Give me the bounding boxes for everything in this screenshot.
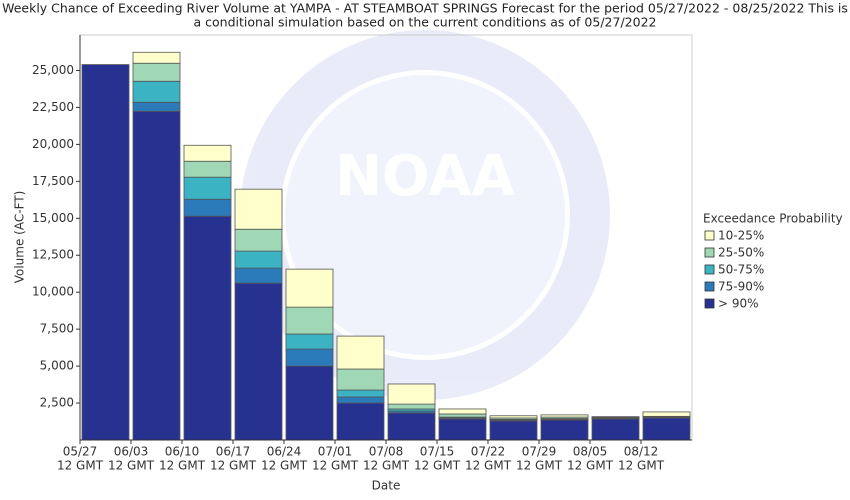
x-tick-label: 12 GMT: [465, 459, 512, 473]
watermark: NOAA: [240, 30, 610, 400]
x-tick-label: 05/27: [63, 445, 98, 459]
bar-segment: [81, 64, 130, 441]
bar-segment: [336, 396, 385, 404]
bar-segment: [336, 389, 385, 398]
y-tick-label: 15,000: [32, 211, 74, 225]
legend-label: 10-25%: [718, 229, 764, 243]
bar-segment: [234, 188, 283, 230]
x-tick-label: 07/08: [369, 445, 404, 459]
bar-segment: [642, 411, 691, 417]
y-tick-label: 2,500: [40, 396, 74, 410]
chart-title: a conditional simulation based on the cu…: [194, 15, 657, 30]
legend-swatch: [704, 264, 715, 275]
x-tick-label: 12 GMT: [363, 459, 410, 473]
bar-segment: [285, 268, 334, 308]
bar-segment: [234, 282, 283, 441]
bar-segment: [234, 250, 283, 269]
legend-swatch: [704, 281, 715, 292]
x-tick-label: 06/17: [216, 445, 251, 459]
x-tick-label: 12 GMT: [57, 459, 104, 473]
bar-segment: [591, 416, 640, 418]
watermark-disc: [285, 75, 565, 355]
bar-segment: [132, 62, 181, 82]
bar-segment: [183, 198, 232, 217]
bar-segment: [285, 365, 334, 441]
bar-segment: [183, 144, 232, 162]
y-tick-label: 12,500: [32, 248, 74, 262]
bar-segment: [336, 368, 385, 391]
y-tick-label: 10,000: [32, 285, 74, 299]
x-tick-label: 12 GMT: [159, 459, 206, 473]
bar-segment: [234, 267, 283, 284]
bar-segment: [387, 403, 436, 410]
bar-segment: [591, 418, 640, 441]
y-tick-label: 20,000: [32, 137, 74, 151]
y-axis-label: Volume (AC-FT): [13, 191, 27, 284]
bar-segment: [285, 306, 334, 335]
y-tick-label: 17,500: [32, 174, 74, 188]
watermark-text: NOAA: [335, 144, 515, 209]
x-tick-label: 07/22: [471, 445, 506, 459]
legend-label: 25-50%: [718, 246, 764, 260]
legend-swatch: [704, 247, 715, 258]
bar-segment: [336, 335, 385, 370]
bar-segment: [540, 414, 589, 418]
x-axis-label: Date: [372, 479, 401, 493]
bar-segment: [234, 228, 283, 252]
bar-segment: [438, 408, 487, 415]
bar-segment: [642, 417, 691, 441]
y-tick-label: 5,000: [40, 359, 74, 373]
bar-segment: [540, 419, 589, 441]
x-tick-label: 12 GMT: [108, 459, 155, 473]
bar-segment: [132, 51, 181, 64]
bar-segment: [132, 110, 181, 441]
x-tick-label: 08/05: [573, 445, 608, 459]
bar-segment: [183, 160, 232, 178]
legend-swatch: [704, 230, 715, 241]
legend-swatch: [704, 298, 715, 309]
y-tick-label: 25,000: [32, 63, 74, 77]
x-tick-label: 12 GMT: [618, 459, 665, 473]
x-tick-label: 08/12: [624, 445, 659, 459]
x-tick-label: 07/15: [420, 445, 455, 459]
legend-title: Exceedance Probability: [703, 212, 843, 226]
legend-label: > 90%: [718, 297, 759, 311]
bar-segment: [132, 101, 181, 112]
legend-label: 50-75%: [718, 263, 764, 277]
x-tick-label: 06/03: [114, 445, 149, 459]
bar-segment: [387, 412, 436, 441]
bar-segment: [336, 402, 385, 441]
bar-segment: [489, 415, 538, 419]
bar-segment: [285, 348, 334, 367]
x-tick-label: 07/01: [318, 445, 353, 459]
bar-segment: [285, 333, 334, 350]
x-tick-label: 12 GMT: [516, 459, 563, 473]
x-tick-label: 12 GMT: [312, 459, 359, 473]
bar-segment: [183, 215, 232, 441]
y-tick-label: 7,500: [40, 322, 74, 336]
legend-label: 75-90%: [718, 280, 764, 294]
bar-segment: [438, 418, 487, 441]
bar-segment: [387, 383, 436, 405]
x-tick-label: 06/10: [165, 445, 200, 459]
bar-segment: [183, 176, 232, 200]
bar-segment: [489, 420, 538, 441]
chart-title: Weekly Chance of Exceeding River Volume …: [2, 1, 848, 16]
x-tick-label: 06/24: [267, 445, 302, 459]
bar-segment: [132, 80, 181, 103]
x-tick-label: 12 GMT: [567, 459, 614, 473]
x-tick-label: 12 GMT: [261, 459, 308, 473]
bar-segment: [438, 413, 487, 418]
x-tick-label: 12 GMT: [210, 459, 257, 473]
y-tick-label: 22,500: [32, 100, 74, 114]
x-tick-label: 12 GMT: [414, 459, 461, 473]
x-tick-label: 07/29: [522, 445, 557, 459]
